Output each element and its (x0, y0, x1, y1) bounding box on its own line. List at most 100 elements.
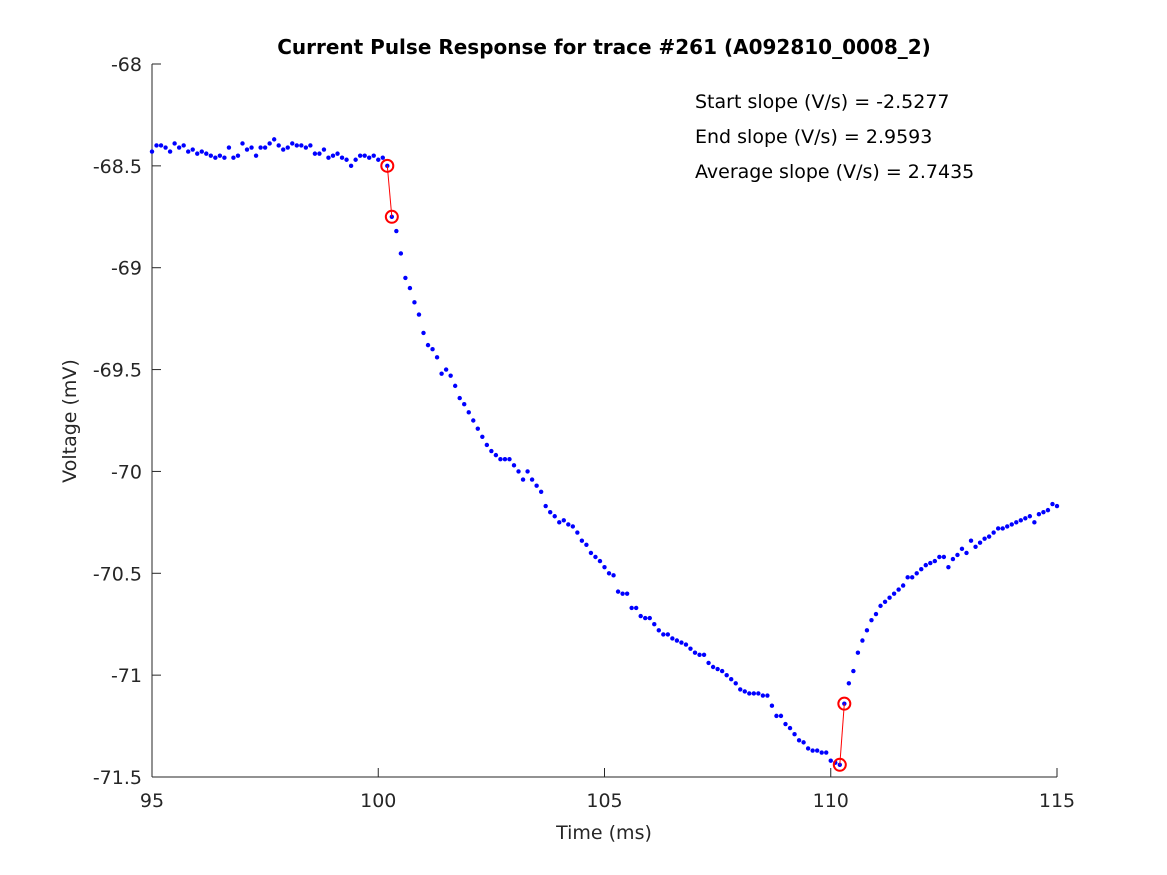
data-point (452, 383, 458, 389)
data-point (973, 544, 978, 550)
data-point (529, 477, 535, 482)
y-tick-label: -68.5 (93, 156, 142, 178)
data-point (801, 740, 806, 745)
data-point (199, 149, 204, 154)
data-point (1009, 522, 1014, 527)
x-tick-label: 115 (1039, 790, 1075, 812)
data-point (457, 395, 462, 401)
data-point (946, 564, 951, 570)
data-point (733, 681, 738, 686)
data-point (493, 452, 499, 458)
x-tick-label: 105 (586, 790, 622, 812)
data-point (235, 153, 241, 158)
data-point (285, 145, 290, 150)
slope-point (384, 209, 399, 224)
data-point (443, 367, 449, 372)
data-point (923, 562, 928, 568)
data-point (1005, 524, 1010, 529)
data-point (575, 530, 580, 535)
data-point (1027, 514, 1033, 519)
data-point (1045, 507, 1051, 513)
data-point (335, 151, 340, 156)
data-point (321, 147, 327, 152)
data-point (244, 147, 250, 152)
data-point (706, 660, 711, 666)
data-point (290, 141, 295, 146)
data-point (819, 750, 824, 755)
data-point (665, 632, 671, 637)
y-axis-label: Voltage (mV) (59, 359, 81, 483)
data-point (525, 469, 530, 474)
data-point (584, 542, 589, 547)
data-point (602, 564, 607, 570)
slope-line (386, 165, 393, 217)
data-point (158, 143, 164, 148)
data-point (910, 575, 915, 580)
data-point (593, 554, 598, 560)
x-tick-label: 95 (140, 790, 164, 812)
data-point (620, 591, 625, 596)
data-point (330, 153, 336, 158)
data-point (430, 347, 435, 352)
data-point (258, 145, 263, 150)
data-point (719, 668, 725, 674)
y-tick-label: -71 (111, 665, 142, 687)
y-tick-label: -68 (111, 54, 142, 76)
data-point (597, 558, 603, 564)
data-point (271, 137, 277, 142)
data-point (828, 758, 833, 763)
data-point (937, 554, 942, 560)
y-tick-label: -69.5 (93, 360, 142, 382)
data-point (154, 143, 159, 148)
data-point (905, 575, 910, 580)
data-point (357, 153, 363, 158)
x-tick-label: 100 (360, 790, 396, 812)
data-point (878, 603, 883, 609)
data-point (692, 650, 698, 655)
x-tick-label: 110 (813, 790, 849, 812)
data-point (851, 668, 856, 674)
data-point (149, 149, 155, 154)
slope-point (380, 158, 395, 173)
data-point (394, 228, 399, 234)
data-point (557, 520, 562, 525)
data-point (294, 143, 299, 148)
data-point (1036, 512, 1042, 517)
data-point (570, 524, 576, 529)
x-axis-label: Time (ms) (555, 822, 652, 844)
data-point (163, 145, 168, 150)
data-point (796, 738, 802, 743)
y-tick-label: -70 (111, 461, 142, 483)
data-point (534, 483, 539, 488)
data-point (774, 713, 779, 719)
data-point (561, 518, 566, 523)
data-point (498, 457, 503, 462)
data-point (932, 558, 938, 564)
data-point (434, 355, 440, 360)
data-point (955, 552, 960, 558)
data-point (606, 571, 612, 576)
data-point (647, 615, 652, 621)
data-point (317, 151, 322, 156)
data-point (249, 145, 254, 150)
data-point (240, 141, 245, 146)
data-point (855, 650, 861, 655)
data-point (208, 153, 214, 158)
data-point (701, 652, 707, 657)
data-point (783, 721, 788, 727)
data-point (674, 638, 680, 643)
data-point (367, 155, 372, 160)
data-point (846, 681, 852, 686)
data-point (421, 330, 426, 336)
data-point (629, 605, 634, 611)
data-point (864, 628, 870, 633)
chart-title: Current Pulse Response for trace #261 (A… (277, 35, 931, 59)
data-point (760, 693, 766, 698)
data-point (543, 503, 548, 509)
data-point (787, 725, 793, 731)
y-tick-label: -71.5 (93, 767, 142, 789)
data-point (484, 442, 490, 448)
data-point (176, 145, 182, 150)
data-point (1014, 520, 1019, 525)
